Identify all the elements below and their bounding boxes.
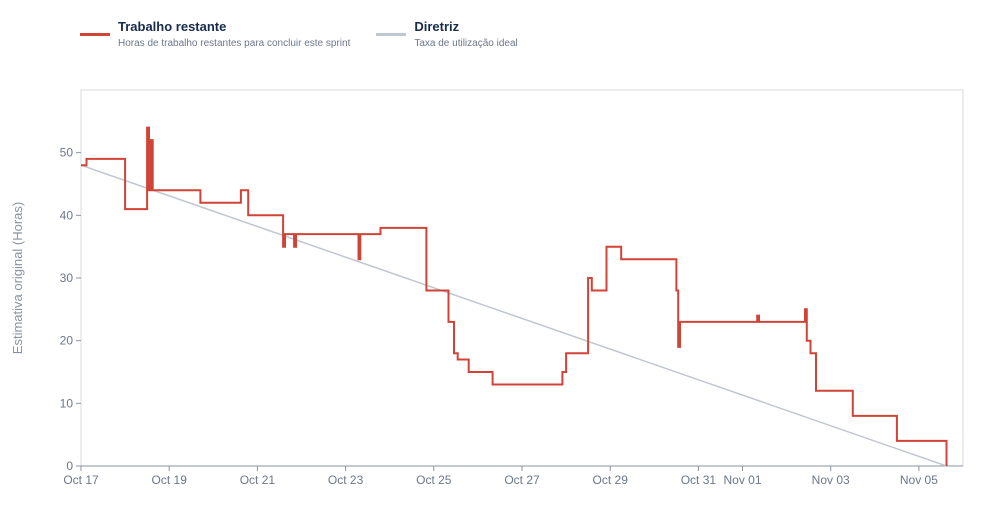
y-tick-label: 0 <box>66 459 73 473</box>
x-tick-label: Oct 31 <box>681 473 717 487</box>
remaining-work-line[interactable] <box>81 128 947 466</box>
series-layer <box>81 128 947 466</box>
x-tick-label: Oct 25 <box>416 473 452 487</box>
x-tick-label: Oct 27 <box>504 473 540 487</box>
x-tick-label: Oct 23 <box>328 473 364 487</box>
y-tick-label: 30 <box>60 271 74 285</box>
y-tick-label: 50 <box>60 146 74 160</box>
x-tick-label: Oct 29 <box>593 473 629 487</box>
x-tick-label: Oct 17 <box>63 473 99 487</box>
y-tick-label: 20 <box>60 334 74 348</box>
y-axis-label: Estimativa original (Horas) <box>10 202 25 354</box>
axes: 0 10 20 30 40 50 Oct 17 Oct 19 Oct 21 Oct 23 Oct 2… <box>60 146 963 487</box>
x-tick-label: Nov 01 <box>723 473 761 487</box>
y-tick-label: 10 <box>60 396 74 410</box>
x-tick-label: Nov 05 <box>900 473 938 487</box>
x-tick-label: Oct 19 <box>152 473 188 487</box>
y-tick-label: 40 <box>60 208 74 222</box>
x-tick-label: Nov 03 <box>812 473 850 487</box>
guideline-line[interactable] <box>81 165 947 466</box>
plot-frame <box>81 90 963 466</box>
x-tick-label: Oct 21 <box>240 473 276 487</box>
